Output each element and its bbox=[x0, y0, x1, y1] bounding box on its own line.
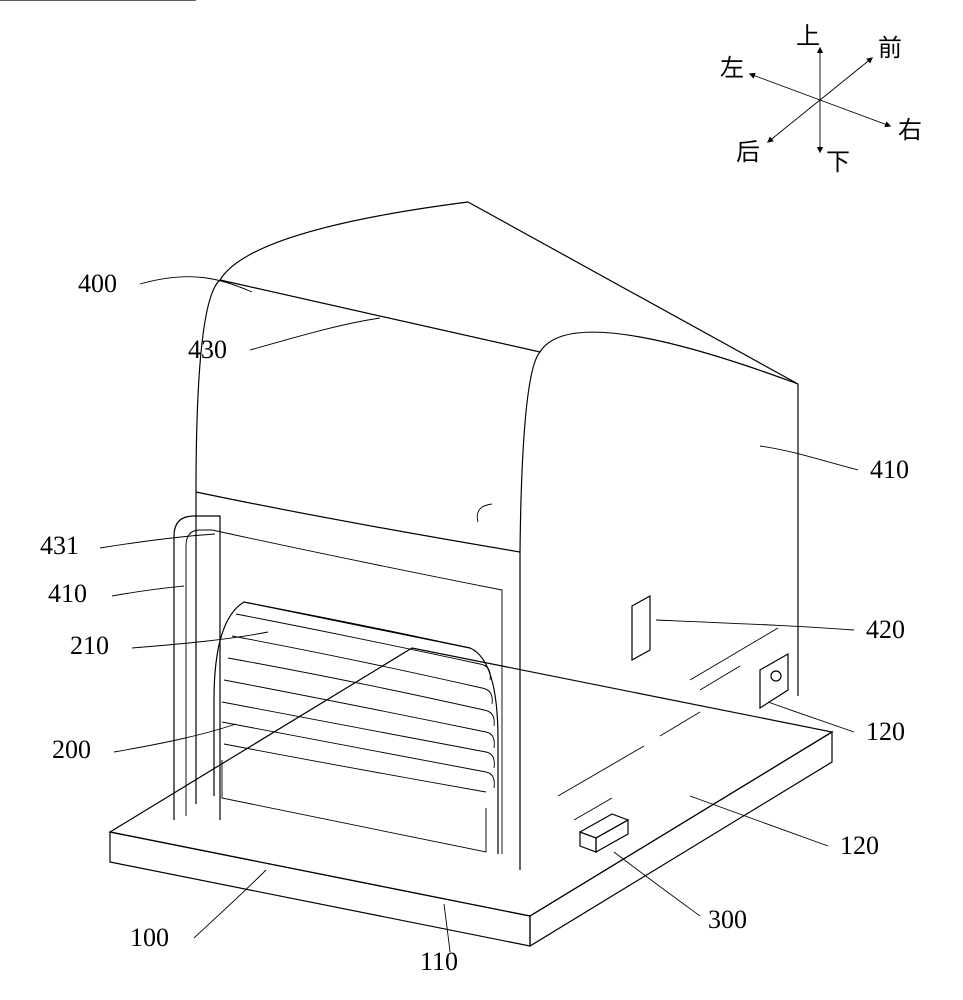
label-100: 100 bbox=[130, 923, 169, 952]
label-431: 431 bbox=[40, 531, 79, 560]
label-300: 300 bbox=[708, 905, 747, 934]
label-200: 200 bbox=[52, 735, 91, 764]
housing-400 bbox=[0, 0, 798, 870]
leader-300 bbox=[614, 852, 700, 916]
svg-text:上: 上 bbox=[796, 23, 820, 50]
patent-figure: 上下 左右 前后 400 430 410 431 410 210 200 420 120 120 300… bbox=[0, 0, 963, 1000]
label-420: 420 bbox=[866, 615, 905, 644]
top-right-curve bbox=[520, 332, 798, 552]
u-frame-left bbox=[174, 516, 220, 820]
svg-text:左: 左 bbox=[720, 55, 744, 82]
orientation-axes: 上下 左右 前后 bbox=[720, 23, 922, 176]
inner-stack-200 bbox=[214, 602, 498, 854]
front-plate bbox=[222, 760, 486, 852]
roof-front-arc bbox=[196, 492, 520, 552]
label-120b: 120 bbox=[840, 831, 879, 860]
leader-410l bbox=[112, 586, 184, 596]
label-110: 110 bbox=[420, 947, 458, 976]
base-top-110 bbox=[110, 648, 832, 916]
svg-text:右: 右 bbox=[898, 117, 922, 144]
label-410r: 410 bbox=[870, 455, 909, 484]
block-300 bbox=[580, 814, 628, 852]
base-right-face bbox=[530, 732, 832, 946]
leader-120b bbox=[690, 796, 828, 846]
hinge-bracket bbox=[760, 654, 788, 708]
svg-text:前: 前 bbox=[878, 35, 902, 62]
leader-420 bbox=[656, 620, 854, 630]
leader-400 bbox=[140, 277, 252, 292]
label-120a: 120 bbox=[866, 717, 905, 746]
svg-text:下: 下 bbox=[826, 150, 850, 176]
callouts: 400 430 410 431 410 210 200 420 120 120 300 110 100 bbox=[40, 269, 909, 976]
leader-200 bbox=[114, 724, 236, 752]
base-front-face bbox=[110, 832, 530, 946]
slot-420 bbox=[632, 596, 650, 660]
u-frame-right-hint bbox=[477, 504, 492, 522]
slots-120 bbox=[558, 628, 778, 820]
leader-430 bbox=[250, 318, 380, 350]
svg-text:后: 后 bbox=[736, 139, 760, 166]
base-plate-100 bbox=[110, 648, 832, 946]
leader-431 bbox=[100, 534, 215, 548]
label-210: 210 bbox=[70, 631, 109, 660]
label-430: 430 bbox=[188, 335, 227, 364]
leader-100 bbox=[194, 870, 266, 938]
label-410l: 410 bbox=[48, 579, 87, 608]
leader-410r bbox=[760, 446, 858, 470]
inner-lip-431 bbox=[212, 530, 502, 854]
top-left-curve bbox=[196, 202, 468, 492]
leader-110 bbox=[444, 904, 450, 952]
leader-210 bbox=[132, 632, 268, 648]
label-400: 400 bbox=[78, 269, 117, 298]
